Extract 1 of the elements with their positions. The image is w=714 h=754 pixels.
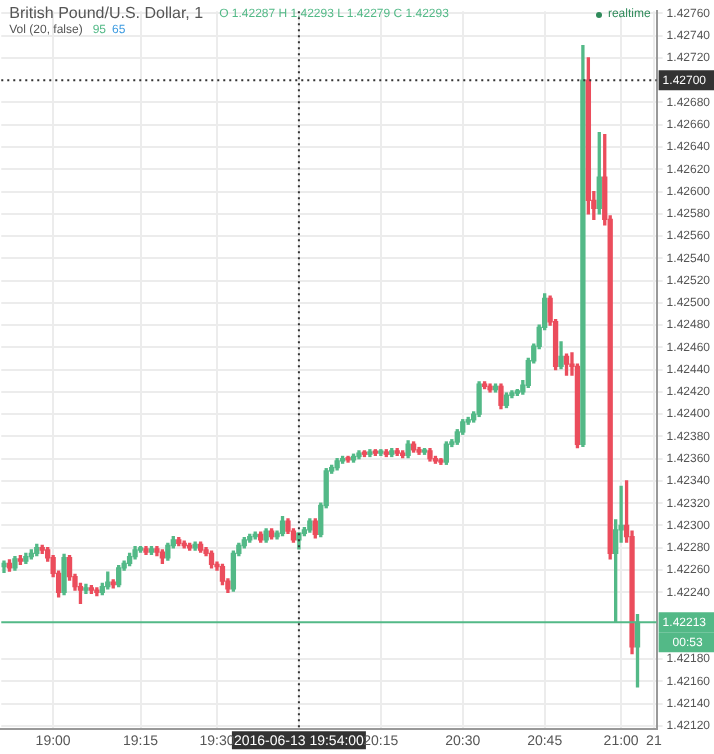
chart-title: British Pound/U.S. Dollar, 1 xyxy=(9,4,205,23)
